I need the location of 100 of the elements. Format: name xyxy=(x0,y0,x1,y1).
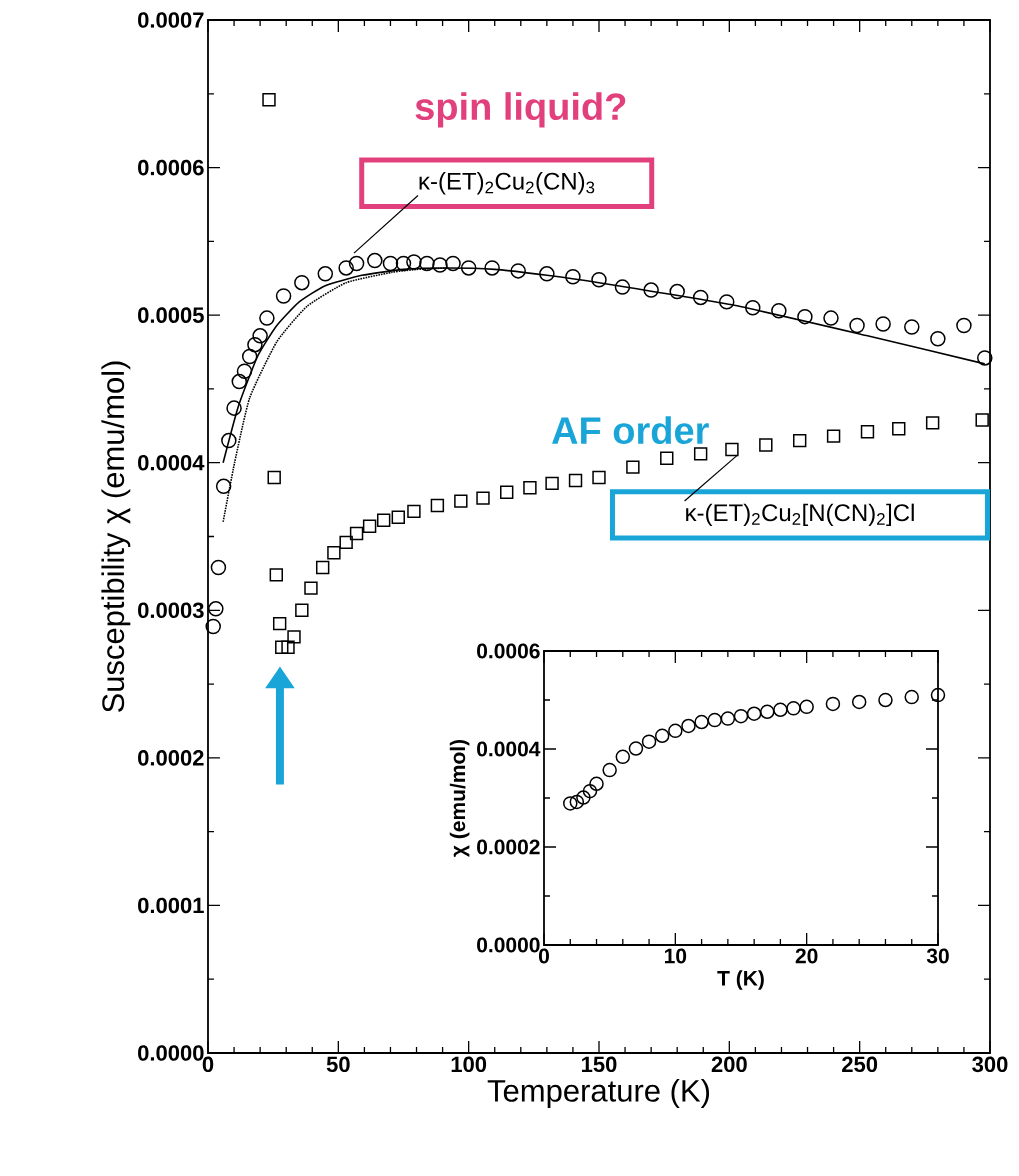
point xyxy=(267,470,281,485)
point xyxy=(287,630,301,644)
y-tick-label: 0.0000 xyxy=(477,937,540,953)
point xyxy=(367,252,383,269)
point xyxy=(269,568,283,582)
point xyxy=(241,348,258,365)
point xyxy=(860,425,875,439)
annotation: spin liquid? xyxy=(415,92,626,128)
y-tick-label: 0.0001 xyxy=(138,897,204,914)
point xyxy=(626,460,640,474)
point xyxy=(977,350,993,366)
point xyxy=(733,708,749,724)
point xyxy=(746,706,762,721)
point xyxy=(348,255,365,272)
point xyxy=(669,283,685,300)
point xyxy=(272,616,287,631)
point xyxy=(304,581,318,595)
point xyxy=(786,701,801,716)
point xyxy=(568,473,583,488)
y-tick-label: 0.0005 xyxy=(138,307,204,323)
point xyxy=(930,687,946,703)
point xyxy=(275,288,292,304)
point xyxy=(660,451,674,465)
point xyxy=(576,790,591,805)
point xyxy=(793,433,807,448)
annotation: AF order xyxy=(552,416,709,445)
point xyxy=(643,282,659,298)
point xyxy=(430,498,445,513)
x-tick-label: 50 xyxy=(326,1056,350,1073)
point xyxy=(849,317,865,334)
x-tick-label: 10 xyxy=(664,948,687,964)
point xyxy=(759,438,773,452)
point xyxy=(315,560,330,575)
point xyxy=(395,255,412,272)
point xyxy=(259,310,275,326)
point xyxy=(591,271,607,288)
point xyxy=(226,400,242,416)
point xyxy=(654,728,670,744)
y-tick-label: 0.0002 xyxy=(477,839,540,855)
y-tick-label: 0.0006 xyxy=(477,643,540,659)
point xyxy=(826,429,841,443)
point xyxy=(294,274,310,291)
point xyxy=(262,93,276,107)
point xyxy=(925,416,940,430)
point xyxy=(445,255,461,272)
x-axis-title: T (K) xyxy=(717,970,764,990)
x-tick-label: 100 xyxy=(451,1056,487,1073)
point xyxy=(339,535,353,550)
point xyxy=(432,257,448,273)
y-tick-label: 0.0006 xyxy=(138,159,204,176)
point xyxy=(327,546,341,560)
point xyxy=(545,476,559,491)
point xyxy=(693,447,708,461)
point xyxy=(745,300,761,316)
point xyxy=(582,783,598,799)
point xyxy=(707,712,722,728)
annotation: κ-(ET)$_{2}$Cu$_{2}$[N(CN)$_{2}$]Cl xyxy=(686,503,914,527)
point xyxy=(210,559,227,576)
point xyxy=(614,279,631,295)
point xyxy=(602,762,617,778)
y-tick-label: 0.0004 xyxy=(477,741,541,757)
point xyxy=(407,504,421,519)
x-axis-title: Temperature (K) xyxy=(487,1078,710,1108)
point xyxy=(205,618,221,635)
point xyxy=(563,796,578,811)
point xyxy=(221,432,237,449)
point xyxy=(718,294,735,310)
point xyxy=(569,794,585,810)
point xyxy=(773,702,788,718)
point xyxy=(797,308,813,325)
point xyxy=(338,260,354,276)
point xyxy=(231,373,248,390)
point xyxy=(565,269,581,285)
point xyxy=(275,640,289,654)
point xyxy=(382,255,399,272)
point xyxy=(799,699,814,715)
point xyxy=(391,510,405,525)
point xyxy=(875,316,891,332)
point xyxy=(878,692,893,708)
point xyxy=(247,336,263,353)
point xyxy=(681,718,696,734)
point xyxy=(771,302,787,319)
x-tick-label: 30 xyxy=(926,948,949,964)
point xyxy=(349,526,364,541)
x-tick-label: 20 xyxy=(795,948,818,964)
point xyxy=(825,696,841,712)
point xyxy=(668,723,683,739)
point xyxy=(406,254,422,270)
point xyxy=(904,689,919,705)
point xyxy=(956,317,972,334)
point xyxy=(892,422,906,436)
point xyxy=(208,601,224,617)
x-tick-label: 250 xyxy=(842,1056,878,1073)
point xyxy=(460,260,477,276)
point xyxy=(362,519,377,533)
point xyxy=(510,263,526,279)
x-tick-label: 150 xyxy=(582,1056,617,1073)
y-tick-label: 0.0000 xyxy=(138,1045,204,1061)
point xyxy=(692,289,709,306)
y-axis-title: Susceptibility χ (emu/mol) xyxy=(101,361,131,713)
